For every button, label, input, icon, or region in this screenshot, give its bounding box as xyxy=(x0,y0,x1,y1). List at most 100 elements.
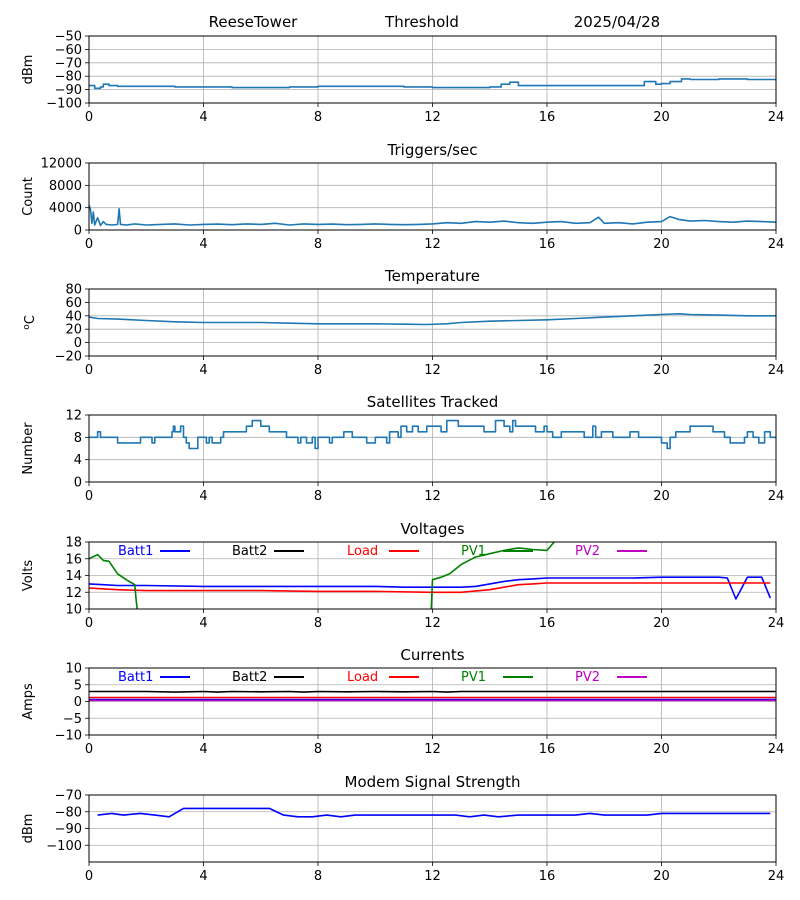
series-line xyxy=(89,78,776,90)
legend-label: Batt2 xyxy=(232,670,267,685)
legend-label: PV2 xyxy=(575,670,600,685)
x-tick-label: 24 xyxy=(768,616,785,631)
legend-label: Batt1 xyxy=(118,544,153,559)
x-tick-label: 20 xyxy=(653,363,670,378)
y-tick-label: 0 xyxy=(74,336,82,351)
series-line-batt1 xyxy=(89,576,772,600)
chart-title: Satellites Tracked xyxy=(367,393,498,411)
x-tick-label: 16 xyxy=(539,869,556,884)
series-line xyxy=(89,313,776,326)
y-tick-label: −80 xyxy=(55,70,82,85)
y-tick-label: 0 xyxy=(74,224,82,239)
series-line xyxy=(89,419,776,450)
x-tick-label: 20 xyxy=(653,616,670,631)
x-tick-label: 12 xyxy=(424,237,441,252)
y-axis-label: Amps xyxy=(21,683,36,720)
x-tick-label: 16 xyxy=(539,489,556,504)
x-tick-label: 16 xyxy=(539,616,556,631)
x-tick-label: 4 xyxy=(199,742,207,757)
chart-panel-2: 0 4 8 12 16 20 24 0 4000 8000 12000 Triggers/sec Cou… xyxy=(21,141,784,252)
x-tick-label: 0 xyxy=(85,363,93,378)
x-tick-label: 8 xyxy=(314,742,322,757)
x-tick-label: 4 xyxy=(199,869,207,884)
legend-label: Load xyxy=(347,670,378,685)
chart-panel-1: 0 4 8 12 16 20 24 −100−90−80−70−60−50 dBm xyxy=(21,30,784,126)
y-tick-label: 16 xyxy=(65,552,82,567)
chart-title: Triggers/sec xyxy=(387,141,478,159)
x-tick-label: 16 xyxy=(539,237,556,252)
y-tick-label: −5 xyxy=(63,712,82,727)
legend-label: PV1 xyxy=(461,670,486,685)
x-tick-label: 12 xyxy=(424,742,441,757)
x-tick-label: 8 xyxy=(314,489,322,504)
y-axis-label: Volts xyxy=(21,560,36,592)
x-tick-label: 0 xyxy=(85,616,93,631)
x-tick-label: 12 xyxy=(424,869,441,884)
x-tick-label: 12 xyxy=(424,110,441,125)
x-tick-label: 8 xyxy=(314,237,322,252)
x-tick-label: 20 xyxy=(653,237,670,252)
x-tick-label: 20 xyxy=(653,742,670,757)
y-tick-label: 20 xyxy=(65,323,82,338)
y-tick-label: 4000 xyxy=(49,201,82,216)
chart-title: Currents xyxy=(400,646,464,664)
x-tick-label: 4 xyxy=(199,237,207,252)
y-axis-label-sup: o xyxy=(22,324,32,330)
x-tick-label: 20 xyxy=(653,489,670,504)
x-tick-label: 8 xyxy=(314,110,322,125)
legend-label: Batt2 xyxy=(232,544,267,559)
y-tick-label: 0 xyxy=(74,476,82,491)
y-axis-label: Number xyxy=(21,422,36,475)
x-tick-label: 4 xyxy=(199,489,207,504)
x-tick-label: 24 xyxy=(768,489,785,504)
y-tick-label: 0 xyxy=(74,695,82,710)
x-tick-label: 12 xyxy=(424,363,441,378)
y-tick-label: −10 xyxy=(55,729,82,744)
y-tick-label: −70 xyxy=(55,56,82,71)
y-tick-label: 12 xyxy=(65,409,82,424)
x-tick-label: 0 xyxy=(85,869,93,884)
y-tick-label: 10 xyxy=(65,603,82,618)
legend-label: Load xyxy=(347,544,378,559)
y-tick-label: 8 xyxy=(74,431,82,446)
x-tick-label: 0 xyxy=(85,237,93,252)
x-tick-label: 12 xyxy=(424,489,441,504)
y-tick-label: −60 xyxy=(55,43,82,58)
y-tick-label: −100 xyxy=(46,97,82,112)
y-axis-label: dBm xyxy=(21,55,36,85)
y-tick-label: 18 xyxy=(65,536,82,551)
y-tick-label: 80 xyxy=(65,283,82,298)
chart-panel-4: 0 4 8 12 16 20 24 0 4 8 12 Satellites Tracked Number xyxy=(21,393,784,504)
plot-frame xyxy=(88,288,777,357)
x-tick-label: 0 xyxy=(85,110,93,125)
threshold-label: Threshold xyxy=(384,13,459,31)
legend-label: PV2 xyxy=(575,544,600,559)
x-tick-label: 16 xyxy=(539,110,556,125)
y-tick-label: 40 xyxy=(65,309,82,324)
plot-frame xyxy=(88,35,777,104)
y-tick-label: 4 xyxy=(74,453,82,468)
y-tick-label: −50 xyxy=(55,30,82,45)
x-tick-label: 20 xyxy=(653,110,670,125)
y-axis-label: Count xyxy=(21,177,36,216)
y-tick-label: −80 xyxy=(55,805,82,820)
x-tick-label: 12 xyxy=(424,616,441,631)
x-tick-label: 20 xyxy=(653,869,670,884)
y-tick-label: 60 xyxy=(65,296,82,311)
x-tick-label: 8 xyxy=(314,363,322,378)
plot-frame xyxy=(88,667,777,736)
y-tick-label: 12 xyxy=(65,586,82,601)
y-tick-label: 10 xyxy=(65,662,82,677)
plot-frame xyxy=(88,794,777,863)
chart-title: Modem Signal Strength xyxy=(345,773,521,791)
y-tick-label: −90 xyxy=(55,83,82,98)
y-tick-label: −70 xyxy=(55,789,82,804)
x-tick-label: 16 xyxy=(539,742,556,757)
plot-frame xyxy=(88,162,777,231)
chart-title: Temperature xyxy=(384,267,480,285)
series-line-load xyxy=(89,582,771,594)
y-tick-label: 12000 xyxy=(41,157,82,172)
